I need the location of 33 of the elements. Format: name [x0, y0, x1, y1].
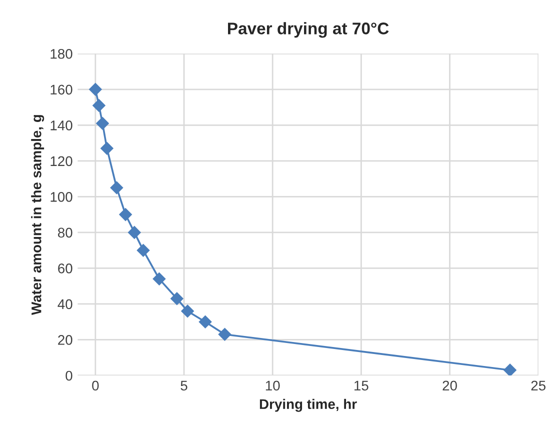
x-tick-label: 10 [266, 380, 280, 391]
point [128, 226, 141, 239]
point [181, 304, 194, 318]
point [136, 244, 150, 257]
point [198, 315, 212, 328]
point [170, 292, 184, 306]
point [89, 82, 102, 96]
x-tick-label: 20 [442, 380, 457, 391]
y-tick-label: 20 [58, 335, 72, 345]
point [100, 142, 114, 155]
point [110, 181, 124, 194]
y-tick-label: 0 [66, 370, 72, 381]
point [119, 208, 132, 221]
y-tick-label: 40 [58, 299, 72, 310]
point [92, 99, 106, 112]
x-axis-title: Drying time, hr [260, 398, 357, 412]
x-tick-label: 25 [531, 380, 546, 391]
x-tick-label: 0 [92, 380, 99, 391]
y-tick-label: 160 [50, 84, 72, 95]
chart-title: Paver drying at 70°C [228, 22, 389, 38]
x-tick-label: 15 [354, 380, 368, 391]
y-tick-label: 180 [50, 48, 72, 59]
point [152, 272, 166, 286]
y-tick-label: 100 [50, 192, 72, 202]
y-tick-label: 80 [58, 228, 72, 238]
y-tick-label: 140 [50, 120, 72, 130]
y-tick-label: 60 [58, 264, 72, 274]
y-axis-title: Water amount in the sample, g [31, 115, 44, 315]
x-tick-label: 5 [180, 380, 188, 391]
point [504, 364, 516, 376]
y-tick-label: 120 [50, 156, 72, 166]
point [218, 328, 232, 341]
point [96, 116, 109, 130]
